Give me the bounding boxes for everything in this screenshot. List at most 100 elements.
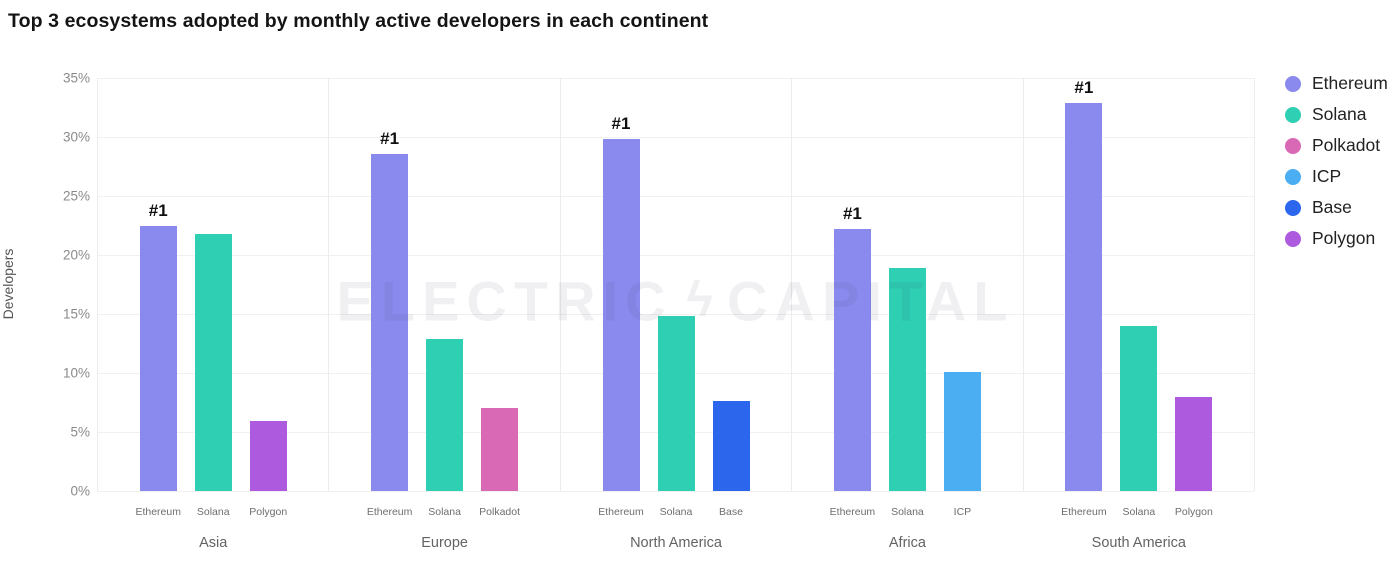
legend: Ethereum Solana Polkadot ICP Base Polygon [1285, 73, 1388, 249]
bar-solana[interactable] [888, 267, 926, 491]
bars-row: #1 Ethereum Solana Polygon [98, 78, 328, 519]
legend-item-base[interactable]: Base [1285, 197, 1388, 218]
bar-ethereum[interactable] [833, 229, 871, 491]
bar-polkadot[interactable] [481, 408, 519, 491]
bar-base[interactable] [712, 401, 750, 491]
legend-label: Base [1312, 197, 1352, 217]
bar-polygon[interactable] [1175, 396, 1213, 491]
y-tick-label: 30% [62, 129, 90, 145]
continent-panel-africa: #1 Ethereum Solana ICP Africa [791, 78, 1022, 551]
bar-label: Solana [196, 506, 230, 518]
bars-row: #1 Ethereum Solana Base [561, 78, 791, 518]
bar-label: Ethereum [829, 506, 876, 518]
chart-title: Top 3 ecosystems adopted by monthly acti… [8, 10, 709, 32]
bars-row: #1 Ethereum Solana Polygon [1024, 78, 1254, 518]
y-tick-label: 0% [70, 483, 90, 499]
legend-dot-icon [1285, 168, 1301, 185]
bar-solana[interactable] [426, 338, 464, 491]
continent-panel-south-america: #1 Ethereum Solana Polygon South America [1022, 78, 1254, 551]
bar-ethereum[interactable] [602, 139, 640, 491]
legend-label: ICP [1312, 166, 1342, 186]
bar-label: Ethereum [1061, 506, 1107, 518]
gridline [97, 196, 1254, 197]
bar-polygon[interactable] [249, 421, 287, 491]
y-tick-label: 15% [62, 306, 90, 322]
bar-label: ICP [953, 506, 972, 518]
bar-label: Ethereum [598, 506, 644, 518]
legend-dot-icon [1285, 199, 1301, 216]
bar-column: #1 Ethereum [367, 78, 413, 518]
bars-row: #1 Ethereum Solana Polkadot [329, 78, 559, 518]
bar-label: Polygon [1174, 506, 1213, 518]
y-tick-label: 20% [62, 247, 90, 263]
y-tick-label: 25% [62, 188, 90, 204]
bar-column: Solana [888, 78, 926, 518]
legend-item-ethereum[interactable]: Ethereum [1285, 73, 1388, 94]
bar-label: Solana [428, 506, 461, 518]
y-tick-label: 5% [70, 424, 90, 440]
bar-label: Ethereum [366, 506, 413, 518]
gridline [97, 78, 1254, 79]
legend-dot-icon [1285, 75, 1301, 92]
bar-column: Solana [426, 78, 464, 518]
continent-label: Europe [421, 535, 468, 551]
bar-ethereum[interactable] [139, 225, 177, 491]
bar-label: Solana [891, 506, 924, 518]
bar-label: Polkadot [479, 506, 521, 518]
bar-label: Polygon [249, 506, 288, 518]
legend-item-solana[interactable]: Solana [1285, 104, 1388, 125]
bar-column: Base [712, 78, 750, 518]
bar-column: Solana [657, 78, 695, 518]
continent-panel-europe: #1 Ethereum Solana Polkadot Europe [328, 78, 559, 551]
rank-1-badge: #1 [611, 114, 631, 134]
legend-item-icp[interactable]: ICP [1285, 166, 1388, 187]
legend-label: Ethereum [1312, 73, 1388, 93]
bar-column: Polygon [1175, 78, 1213, 518]
continent-label: Asia [199, 535, 228, 551]
legend-dot-icon [1285, 106, 1301, 123]
bar-column: #1 Ethereum [830, 78, 876, 518]
legend-dot-icon [1285, 230, 1301, 247]
bar-column: Solana [1120, 78, 1158, 518]
bar-column: #1 Ethereum [1061, 78, 1107, 518]
legend-label: Polygon [1312, 228, 1376, 248]
bar-column: #1 Ethereum [135, 78, 181, 519]
bar-solana[interactable] [1120, 325, 1158, 491]
bar-icp[interactable] [943, 371, 981, 491]
bar-ethereum[interactable] [1065, 103, 1103, 491]
bar-label: Ethereum [135, 506, 181, 518]
bar-solana[interactable] [194, 233, 232, 491]
bar-label: Base [719, 506, 743, 518]
bar-column: Solana [194, 78, 232, 518]
legend-dot-icon [1285, 137, 1301, 154]
rank-1-badge: #1 [148, 200, 168, 220]
y-tick-label: 10% [62, 365, 90, 381]
legend-label: Polkadot [1312, 135, 1381, 155]
legend-label: Solana [1312, 104, 1367, 124]
bar-column: Polygon [249, 78, 287, 518]
rank-1-badge: #1 [380, 128, 400, 148]
rank-1-badge: #1 [1074, 78, 1094, 97]
y-axis-ticks: 35% 30% 25% 20% 15% 10% 5% 0% [0, 71, 90, 499]
y-tick-label: 35% [62, 70, 90, 86]
bar-ethereum[interactable] [371, 153, 409, 491]
continent-panel-asia: #1 Ethereum Solana Polygon Asia [97, 78, 328, 551]
continent-label: South America [1091, 535, 1186, 551]
panels: #1 Ethereum Solana Polygon Asia #1 Ethereum Sol… [97, 78, 1254, 551]
bar-column: Polkadot [479, 78, 520, 518]
continent-panel-north-america: #1 Ethereum Solana Base North America [559, 78, 791, 551]
gridline [97, 314, 1254, 315]
bars-row: #1 Ethereum Solana ICP [792, 78, 1022, 518]
plot-area: #1 Ethereum Solana Polygon Asia #1 Ethereum Sol… [97, 78, 1255, 551]
gridline [97, 137, 1254, 138]
bar-column: #1 Ethereum [598, 78, 644, 518]
bar-label: Solana [1122, 506, 1156, 518]
continent-label: Africa [888, 535, 926, 551]
legend-item-polygon[interactable]: Polygon [1285, 228, 1388, 249]
gridline [97, 255, 1254, 256]
bar-solana[interactable] [657, 316, 695, 491]
rank-1-badge: #1 [842, 204, 862, 224]
legend-item-polkadot[interactable]: Polkadot [1285, 135, 1388, 156]
bar-column: ICP [943, 78, 981, 518]
